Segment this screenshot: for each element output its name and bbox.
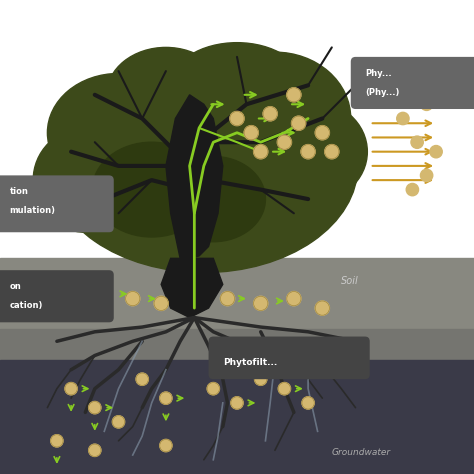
Circle shape xyxy=(207,383,219,395)
Text: Groundwater: Groundwater xyxy=(332,448,391,457)
Ellipse shape xyxy=(50,59,358,273)
Ellipse shape xyxy=(171,43,303,128)
Circle shape xyxy=(126,292,140,306)
Circle shape xyxy=(411,136,423,148)
Circle shape xyxy=(406,183,419,196)
Circle shape xyxy=(220,292,235,306)
Circle shape xyxy=(292,116,306,130)
FancyBboxPatch shape xyxy=(0,270,114,322)
Ellipse shape xyxy=(161,156,265,242)
Circle shape xyxy=(230,111,244,126)
Bar xyxy=(0,360,474,474)
Circle shape xyxy=(255,373,267,385)
Ellipse shape xyxy=(199,52,351,185)
Text: on: on xyxy=(9,282,21,291)
Text: mulation): mulation) xyxy=(9,206,55,215)
Circle shape xyxy=(51,435,63,447)
Circle shape xyxy=(287,88,301,102)
Ellipse shape xyxy=(249,100,367,204)
Circle shape xyxy=(315,301,329,315)
Ellipse shape xyxy=(47,73,190,192)
Circle shape xyxy=(325,145,339,159)
Circle shape xyxy=(420,98,433,110)
Circle shape xyxy=(302,397,314,409)
Text: (Phy...): (Phy...) xyxy=(365,88,400,97)
Ellipse shape xyxy=(92,142,211,237)
Polygon shape xyxy=(166,95,223,258)
Circle shape xyxy=(136,373,148,385)
Bar xyxy=(0,329,474,360)
Circle shape xyxy=(430,146,442,158)
FancyBboxPatch shape xyxy=(209,337,370,379)
Circle shape xyxy=(254,145,268,159)
Circle shape xyxy=(160,439,172,452)
Bar xyxy=(0,258,474,332)
Text: Phy...: Phy... xyxy=(365,69,392,78)
Circle shape xyxy=(277,135,292,149)
Circle shape xyxy=(263,107,277,121)
Circle shape xyxy=(315,126,329,140)
Circle shape xyxy=(89,401,101,414)
Circle shape xyxy=(89,444,101,456)
Circle shape xyxy=(287,292,301,306)
Circle shape xyxy=(154,296,168,310)
Circle shape xyxy=(254,296,268,310)
Circle shape xyxy=(65,383,77,395)
Circle shape xyxy=(397,112,409,125)
Polygon shape xyxy=(161,258,223,318)
Text: Soil: Soil xyxy=(341,276,359,286)
Text: Phytofilt...: Phytofilt... xyxy=(223,358,277,367)
Ellipse shape xyxy=(33,128,137,232)
Circle shape xyxy=(278,383,291,395)
FancyBboxPatch shape xyxy=(0,175,114,232)
Text: tion: tion xyxy=(9,187,28,196)
Bar xyxy=(0,0,474,258)
FancyBboxPatch shape xyxy=(351,57,474,109)
Circle shape xyxy=(420,169,433,182)
Circle shape xyxy=(112,416,125,428)
Circle shape xyxy=(244,126,258,140)
Ellipse shape xyxy=(107,47,225,142)
Text: cation): cation) xyxy=(9,301,43,310)
Circle shape xyxy=(160,392,172,404)
Circle shape xyxy=(231,397,243,409)
Circle shape xyxy=(301,145,315,159)
Circle shape xyxy=(97,287,111,301)
